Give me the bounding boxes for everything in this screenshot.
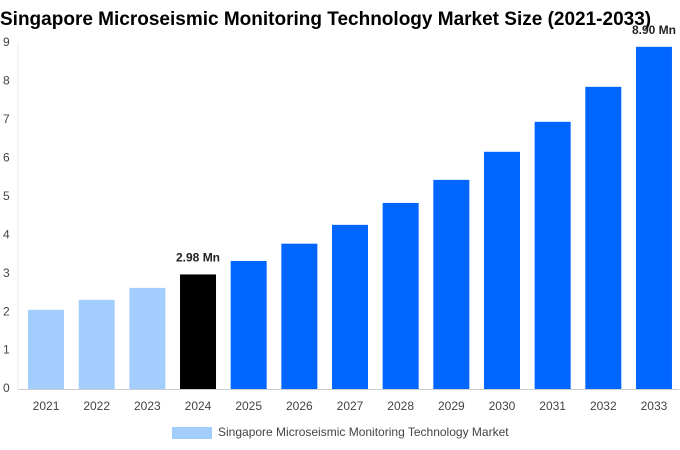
value-label: 8.90 Mn	[632, 23, 676, 37]
bar	[332, 224, 368, 389]
legend-label: Singapore Microseismic Monitoring Techno…	[218, 425, 509, 439]
x-tick-label: 2028	[387, 399, 414, 413]
y-tick-label: 6	[3, 151, 10, 165]
x-tick-label: 2026	[286, 399, 313, 413]
chart-title: Singapore Microseismic Monitoring Techno…	[0, 9, 651, 30]
bar	[129, 287, 166, 389]
bar	[534, 121, 571, 390]
bar	[483, 151, 520, 389]
y-tick-label: 5	[3, 189, 10, 203]
bar	[281, 243, 318, 389]
bar	[635, 46, 672, 389]
bar	[180, 274, 217, 389]
x-tick-label: 2025	[235, 399, 262, 413]
x-tick-label: 2022	[83, 399, 110, 413]
bar	[585, 86, 622, 390]
bar	[382, 202, 419, 389]
x-tick-label: 2033	[641, 399, 668, 413]
bar	[28, 309, 65, 389]
y-tick-label: 4	[3, 227, 10, 241]
legend-swatch	[172, 427, 212, 439]
y-tick-label: 8	[3, 74, 10, 88]
x-tick-label: 2023	[134, 399, 161, 413]
y-tick-label: 9	[3, 35, 10, 49]
bar	[433, 179, 470, 389]
x-tick-label: 2030	[489, 399, 516, 413]
y-tick-label: 1	[3, 343, 10, 357]
x-tick-label: 2031	[539, 399, 566, 413]
x-tick-label: 2032	[590, 399, 617, 413]
bar	[78, 299, 115, 389]
bar	[230, 260, 267, 389]
value-label: 2.98 Mn	[176, 251, 220, 265]
y-tick-label: 2	[3, 304, 10, 318]
y-tick-label: 0	[3, 381, 10, 395]
y-tick-label: 7	[3, 112, 10, 126]
x-tick-label: 2024	[185, 399, 212, 413]
y-tick-label: 3	[3, 266, 10, 280]
x-tick-label: 2027	[337, 399, 364, 413]
x-tick-label: 2029	[438, 399, 465, 413]
x-tick-label: 2021	[33, 399, 60, 413]
